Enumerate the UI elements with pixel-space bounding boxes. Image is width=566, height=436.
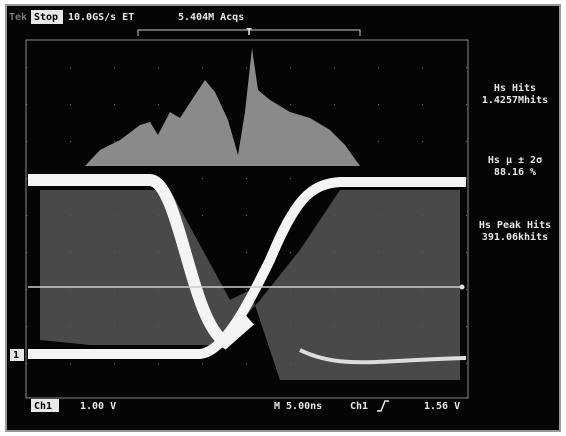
rising-edge [28,177,466,359]
timebase: M 5.00ns [274,401,322,412]
sample-rate: 10.0GS/s ET [68,12,134,23]
state: Stop [34,12,58,23]
measurement-value: 1.4257Mhits [482,94,548,106]
trigger-slope-icon [377,400,389,412]
measurement-label: Hs μ ± 2σ [488,155,542,166]
measurement-value: 88.16 % [494,167,536,178]
falling-edge [28,174,254,350]
histogram [85,48,360,166]
low-trace [299,348,467,365]
waveform-spread [40,190,460,380]
measurement-value: 391.06khits [482,231,548,243]
channel: Ch1 [34,401,52,412]
state-box [31,10,63,24]
channel-box [31,399,59,412]
measurement-label: Hs Hits [494,82,536,94]
trigger-marker: T [246,27,252,38]
scale: 1.00 V [80,401,116,412]
trigger-level: 1.56 V [424,401,460,412]
trigger-level-dot [459,284,465,290]
measurement-label: Hs Peak Hits [479,219,551,231]
channel-marker-box [10,349,24,361]
channel-marker: 1 [13,350,19,361]
record-bracket [137,29,361,36]
acquisitions: 5.404M Acqs [178,12,244,23]
trigger-source: Ch1 [350,401,368,412]
brand: Tek [9,12,27,23]
